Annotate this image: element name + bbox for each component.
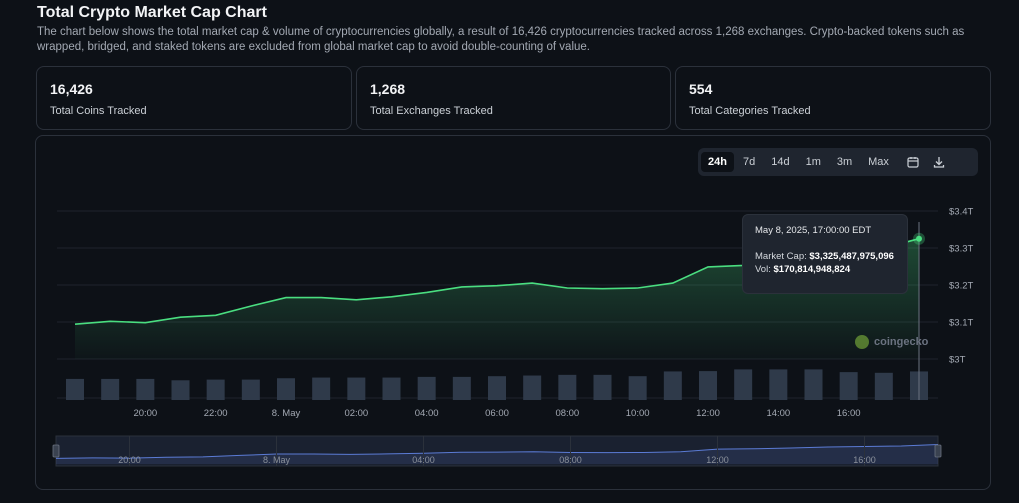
x-tick-label: 8. May	[272, 408, 301, 419]
stat-value: 554	[689, 81, 713, 97]
x-tick-label: 16:00	[837, 408, 861, 419]
range-button-14d[interactable]: 14d	[771, 156, 790, 168]
tooltip-volume-value: $170,814,948,824	[773, 264, 851, 275]
calendar-icon[interactable]	[902, 153, 924, 171]
volume-bar	[417, 376, 436, 400]
volume-bar	[874, 372, 893, 400]
navigator-handle[interactable]	[934, 444, 942, 458]
stat-value: 1,268	[370, 81, 406, 97]
volume-bar	[628, 376, 647, 400]
x-tick-label: 22:00	[204, 408, 228, 419]
x-tick-label: 12:00	[696, 408, 720, 419]
x-tick-label: 08:00	[555, 408, 579, 419]
navigator-tick-label: 08:00	[559, 455, 582, 465]
navigator-line	[55, 444, 939, 459]
navigator-handle[interactable]	[52, 444, 60, 458]
volume-bar	[312, 377, 331, 400]
page-title: Total Crypto Market Cap Chart	[37, 4, 267, 21]
navigator-tick-label: 04:00	[412, 455, 435, 465]
stat-value: 16,426	[50, 81, 93, 97]
coingecko-logo-icon	[855, 335, 869, 349]
volume-bar	[241, 379, 260, 400]
x-tick-label: 20:00	[133, 408, 157, 419]
x-tick-label: 10:00	[626, 408, 650, 419]
navigator-tick-label: 12:00	[706, 455, 729, 465]
time-range-selector: 24h 7d 14d 1m 3m Max	[698, 148, 978, 176]
volume-bar	[488, 376, 506, 400]
x-tick-label: 06:00	[485, 408, 509, 419]
x-tick-label: 02:00	[344, 408, 368, 419]
stat-card-exchanges: 1,268 Total Exchanges Tracked	[356, 66, 671, 130]
x-tick-label: 14:00	[766, 408, 790, 419]
volume-bar	[452, 376, 471, 400]
tooltip-market-cap-label: Market Cap:	[755, 251, 807, 262]
y-tick-label: $3.2T	[949, 281, 973, 292]
stat-card-categories: 554 Total Categories Tracked	[675, 66, 991, 130]
volume-bar	[382, 377, 401, 400]
stat-label: Total Coins Tracked	[50, 105, 147, 117]
volume-bar	[277, 378, 295, 400]
download-icon[interactable]	[928, 153, 950, 171]
chart-card	[35, 135, 991, 490]
volume-bar	[663, 371, 682, 400]
range-button-1m[interactable]: 1m	[805, 156, 821, 168]
range-button-7d[interactable]: 7d	[742, 156, 756, 168]
y-tick-label: $3.3T	[949, 244, 973, 255]
x-tick-label: 04:00	[415, 408, 439, 419]
volume-bar	[769, 369, 788, 400]
tooltip-market-cap: Market Cap: $3,325,487,975,096	[755, 250, 895, 263]
volume-bar	[347, 377, 366, 400]
page-description: The chart below shows the total market c…	[37, 26, 965, 53]
navigator-tick-label: 16:00	[853, 455, 876, 465]
stat-label: Total Categories Tracked	[689, 105, 811, 117]
range-button-24h[interactable]: 24h	[701, 152, 734, 172]
range-button-max[interactable]: Max	[868, 156, 889, 168]
volume-bar	[523, 375, 542, 400]
y-tick-label: $3.1T	[949, 318, 973, 329]
market-cap-area	[75, 238, 919, 359]
volume-bar	[206, 379, 225, 400]
navigator-tick-label: 8. May	[263, 455, 291, 465]
tooltip-volume-label: Vol:	[755, 264, 771, 275]
navigator-tick-label: 20:00	[118, 455, 141, 465]
coingecko-watermark: coingecko	[855, 335, 928, 349]
volume-bar	[171, 380, 190, 400]
stat-card-coins: 16,426 Total Coins Tracked	[36, 66, 352, 130]
volume-bar	[839, 372, 858, 400]
chart-tooltip: May 8, 2025, 17:00:00 EDT Market Cap: $3…	[742, 214, 908, 294]
volume-bar	[66, 378, 84, 400]
hover-marker	[916, 235, 922, 242]
range-button-3m[interactable]: 3m	[836, 156, 853, 168]
volume-bar	[593, 374, 612, 400]
tooltip-date: May 8, 2025, 17:00:00 EDT	[755, 225, 872, 236]
stat-label: Total Exchanges Tracked	[370, 105, 493, 117]
volume-bar	[558, 374, 577, 400]
y-tick-label: $3T	[949, 355, 966, 366]
volume-bar	[699, 371, 717, 400]
volume-bar	[804, 369, 823, 400]
volume-bar	[734, 369, 753, 400]
y-tick-label: $3.4T	[949, 207, 973, 218]
tooltip-volume: Vol: $170,814,948,824	[755, 263, 895, 276]
volume-bar	[136, 378, 155, 400]
tooltip-market-cap-value: $3,325,487,975,096	[809, 251, 894, 262]
volume-bar	[101, 378, 120, 400]
watermark-text: coingecko	[874, 336, 929, 348]
